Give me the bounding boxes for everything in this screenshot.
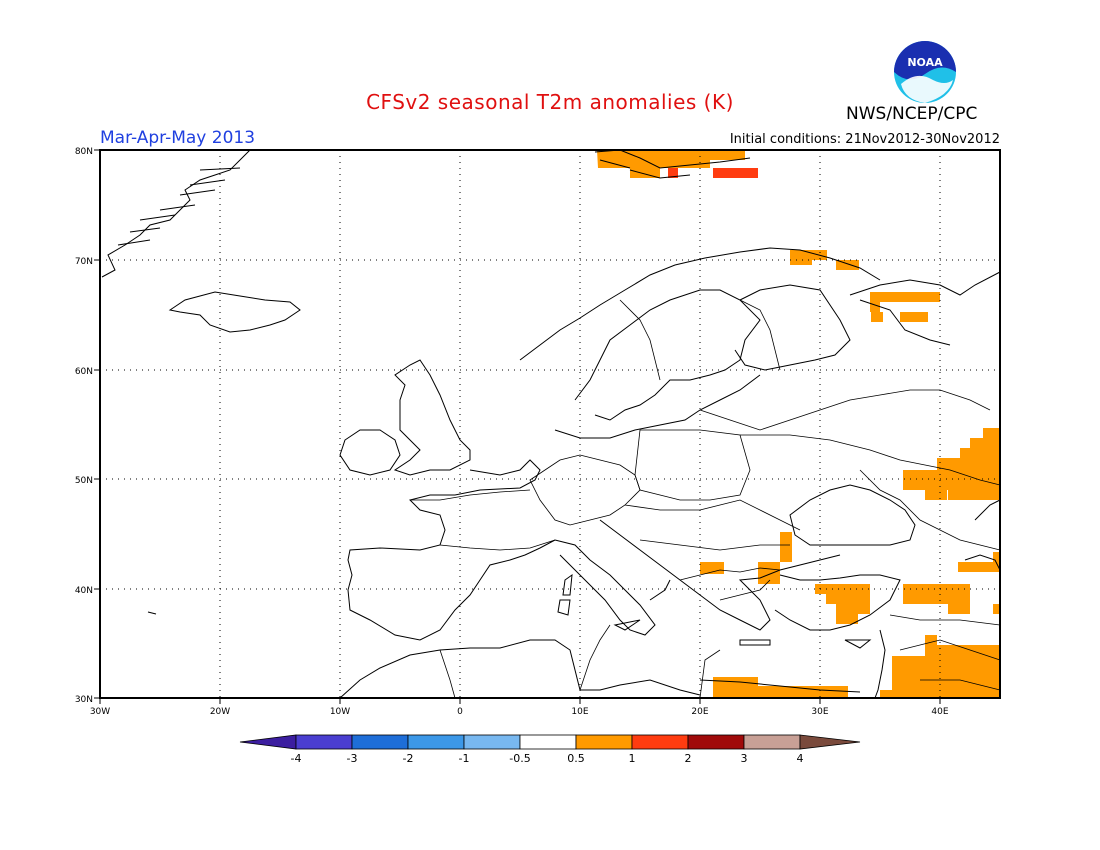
british-isles — [393, 359, 471, 476]
greenland-coast — [101, 149, 251, 278]
colorbar-label: 3 — [741, 752, 748, 765]
x-tick-label: 30W — [90, 707, 110, 717]
colorbar-swatch — [575, 734, 633, 750]
graticule — [100, 150, 1000, 698]
colorbar-swatch — [519, 734, 577, 750]
north-africa-coast — [339, 639, 861, 699]
map-frame — [99, 149, 1001, 699]
colorbar-swatch — [687, 734, 745, 750]
anomaly-region-iran — [903, 584, 1000, 614]
y-tick-label: 50N — [75, 476, 93, 486]
finland-coast — [734, 284, 851, 371]
anomaly-region-kola — [790, 250, 827, 265]
x-tick-label: 20E — [691, 707, 708, 717]
axis-ticks — [94, 149, 941, 704]
coastlines — [101, 149, 1001, 699]
anomaly-region-svalbard-strong — [713, 168, 758, 178]
x-tick-label: 10E — [571, 707, 588, 717]
x-tick-label: 40E — [931, 707, 948, 717]
forecast-period: Mar-Apr-May 2013 — [100, 128, 256, 148]
x-tick-label: 30E — [811, 707, 828, 717]
x-tick-label: 0 — [457, 707, 463, 717]
colorbar-label: 1 — [629, 752, 636, 765]
anomaly-region-balkans — [700, 562, 724, 574]
anomaly-region-caucasus — [958, 552, 1000, 572]
azores — [147, 611, 157, 615]
caspian-sea — [964, 499, 1001, 571]
colorbar-label: 2 — [685, 752, 692, 765]
anomaly-region-svalbard-strong — [668, 168, 678, 178]
y-tick-label: 40N — [75, 586, 93, 596]
ireland — [339, 429, 401, 476]
colorbar-label: -0.5 — [509, 752, 530, 765]
agency-label: NWS/NCEP/CPC — [846, 104, 978, 124]
colorbar-swatch — [631, 734, 689, 750]
anomaly-region-turkey — [815, 584, 870, 624]
colorbar-label: -1 — [459, 752, 470, 765]
colorbar-swatch — [743, 734, 801, 750]
colorbar-label: -3 — [347, 752, 358, 765]
colorbar-label: -2 — [403, 752, 414, 765]
sweden-coast — [574, 289, 761, 421]
country-borders — [410, 299, 1001, 699]
levant-coast — [874, 629, 886, 699]
norway-coast — [519, 247, 881, 361]
anomaly-region-balkans — [758, 562, 780, 584]
colorbar-label: 4 — [797, 752, 804, 765]
colorbar-swatch — [407, 734, 465, 750]
balkans-adriatic — [599, 519, 841, 631]
turkey-coast — [774, 574, 901, 631]
y-tick-label: 30N — [75, 695, 93, 705]
y-tick-label: 60N — [75, 367, 93, 377]
italy-coast — [554, 539, 671, 636]
map-title: CFSv2 seasonal T2m anomalies (K) — [366, 90, 734, 114]
colorbar-swatch — [799, 734, 861, 750]
anomaly-region-russia-east — [903, 428, 1000, 500]
anomaly-region-north-africa — [713, 677, 848, 698]
black-sea — [789, 484, 916, 546]
colorbar-labels: -4 -3 -2 -1 -0.5 0.5 1 2 3 4 — [291, 752, 804, 765]
y-tick-label: 70N — [75, 257, 93, 267]
anomaly-region-russia-east — [925, 490, 947, 500]
x-tick-label: 10W — [330, 707, 350, 717]
x-tick-labels: 30W 20W 10W 0 10E 20E 30E 40E — [90, 707, 949, 717]
kola-white-sea — [849, 271, 1001, 346]
noaa-logo: NOAA — [894, 41, 956, 103]
iceland-coast — [168, 291, 301, 333]
y-tick-label: 80N — [75, 147, 93, 157]
colorbar-swatch — [239, 734, 297, 750]
colorbar — [239, 734, 861, 750]
colorbar-swatch — [463, 734, 521, 750]
anomaly-region-kola — [836, 260, 859, 270]
y-tick-labels: 80N 70N 60N 50N 40N 30N — [75, 147, 93, 705]
baltic-coast — [554, 374, 761, 439]
anomaly-region-balkans — [780, 532, 792, 562]
colorbar-label: -4 — [291, 752, 302, 765]
colorbar-swatch — [351, 734, 409, 750]
anomaly-region-russia-north — [871, 312, 883, 322]
anomaly-region-russia-north — [870, 292, 940, 312]
greenland-fjords — [117, 167, 241, 246]
x-tick-label: 20W — [210, 707, 230, 717]
france-iberia-coast — [347, 459, 556, 641]
anomaly-shading — [597, 150, 1000, 698]
colorbar-swatch — [295, 734, 353, 750]
noaa-logo-text: NOAA — [907, 56, 943, 69]
mediterranean-islands — [557, 573, 872, 649]
initial-conditions: Initial conditions: 21Nov2012-30Nov2012 — [729, 132, 1000, 147]
colorbar-label: 0.5 — [567, 752, 585, 765]
anomaly-region-russia-north — [900, 312, 928, 322]
